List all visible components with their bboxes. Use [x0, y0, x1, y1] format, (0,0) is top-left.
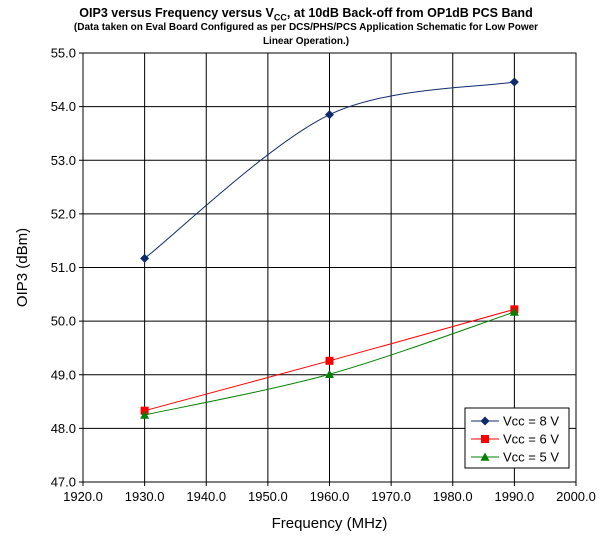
x-axis-ticks: 1920.0 1930.0 1940.0 1950.0 1960.0 1970.0 1980…	[63, 482, 596, 504]
data-point-series-1	[325, 110, 334, 120]
x-tick-label: 1940.0	[186, 489, 226, 504]
chart-subtitle-line-2: Linear Operation.)	[262, 36, 350, 47]
legend-marker	[480, 416, 490, 426]
y-tick-label: 54.0	[51, 99, 76, 114]
chart-title: OIP3 versus Frequency versus VCC, at 10d…	[79, 6, 533, 23]
data-series	[140, 77, 519, 419]
data-point-series-1	[509, 77, 519, 87]
data-point-series-3	[325, 369, 334, 379]
legend-label: Vcc = 6 V	[503, 432, 559, 447]
legend: Vcc = 8 V Vcc = 6 V Vcc = 5 V	[464, 407, 570, 469]
legend-marker	[481, 435, 489, 443]
x-axis-label: Frequency (MHz)	[272, 515, 388, 532]
data-point-series-2	[325, 356, 334, 365]
x-tick-label: 1960.0	[310, 489, 350, 504]
y-tick-label: 49.0	[51, 367, 76, 382]
chart-subtitle-line-1: (Data taken on Eval Board Configured as …	[73, 22, 539, 33]
y-tick-label: 52.0	[51, 206, 76, 221]
data-point-series-3	[509, 307, 519, 316]
data-point-series-3	[140, 410, 150, 419]
x-tick-label: 1970.0	[371, 489, 411, 504]
data-point-series-1	[140, 253, 150, 263]
x-tick-label: 1920.0	[63, 489, 103, 504]
chart-title-subscript: CC	[273, 12, 287, 23]
legend-marker	[480, 452, 490, 461]
legend-label: Vcc = 8 V	[503, 414, 559, 429]
x-tick-label: 1990.0	[494, 489, 534, 504]
y-tick-label: 47.0	[51, 475, 76, 490]
legend-label: Vcc = 5 V	[503, 450, 559, 465]
x-tick-label: 1950.0	[248, 489, 288, 504]
y-tick-label: 50.0	[51, 314, 76, 329]
y-tick-label: 53.0	[51, 153, 76, 168]
x-tick-label: 1930.0	[125, 489, 165, 504]
y-axis-ticks: 47.0 48.0 49.0 50.0 51.0 52.0 53.0 54.0 55.0	[51, 46, 83, 490]
x-tick-label: 1980.0	[433, 489, 473, 504]
y-tick-label: 51.0	[51, 260, 76, 275]
y-tick-label: 48.0	[51, 421, 76, 436]
y-axis-label: OIP3 (dBm)	[14, 228, 31, 307]
x-tick-label: 2000.0	[556, 489, 596, 504]
y-tick-label: 55.0	[51, 46, 76, 61]
